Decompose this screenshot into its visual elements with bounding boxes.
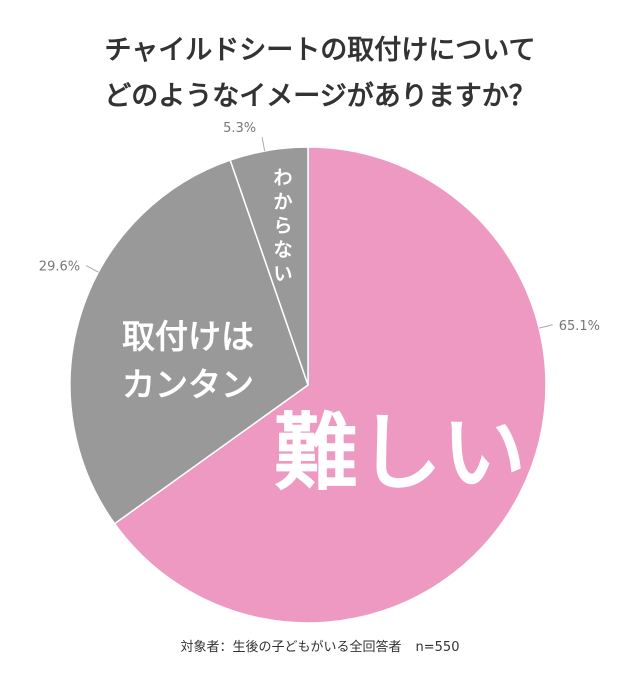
leader-line-0 <box>538 324 553 329</box>
footnote: 対象者：生後の子どもがいる全回答者 n=550 <box>0 636 640 655</box>
pie-slice-1 <box>69 159 309 525</box>
footnote-target: 対象者：生後の子どもがいる全回答者 <box>180 640 402 655</box>
pie-slice-0 <box>113 146 547 624</box>
leader-line-1 <box>85 265 99 273</box>
leader-line-2 <box>261 137 266 152</box>
value-label-0: 65.1% <box>559 319 600 334</box>
slice-label-1-line-0: 取付けは <box>122 317 254 356</box>
slice-label-2-char-3: な <box>273 239 292 261</box>
slice-label-0: 難しい <box>274 404 526 502</box>
slice-label-2-char-1: か <box>273 191 292 213</box>
slice-label-1-line-1: カンタン <box>122 365 254 404</box>
chart-title-line-2: どのようなイメージがありますか？ <box>104 81 536 112</box>
value-label-2: 5.3% <box>223 121 256 136</box>
pie-slice-2 <box>229 146 309 386</box>
footnote-sample-size: n=550 <box>415 640 460 655</box>
slice-label-2-char-2: ら <box>273 215 292 237</box>
slice-label-2-char-0: わ <box>273 167 292 189</box>
slice-label-2-char-4: い <box>273 263 292 285</box>
chart-title-line-1: チャイルドシートの取付けについて <box>104 35 536 66</box>
pie-slices <box>69 146 547 624</box>
value-label-1: 29.6% <box>39 260 80 275</box>
